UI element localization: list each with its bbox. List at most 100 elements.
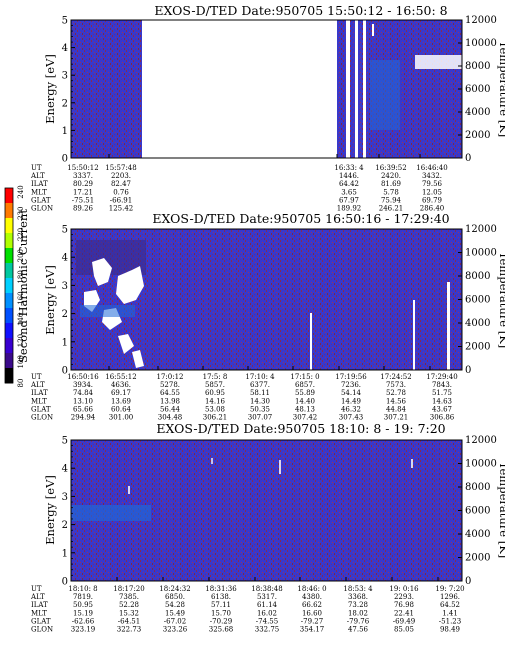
- table-cell: 18:10: 8: [68, 585, 97, 593]
- table-cell: 17.21: [73, 188, 93, 196]
- panel-1: EXOS-D/TED Date:950705 15:50:12 - 16:50:…: [30, 3, 505, 213]
- panel-1-y2label: Temperature [K]: [497, 41, 505, 138]
- table-cell: 16.02: [257, 609, 277, 617]
- table-cell: -74.55: [256, 617, 278, 625]
- table-cell: -64.51: [118, 617, 140, 625]
- table-cell: 81.69: [381, 180, 401, 188]
- table-cell: 15.19: [73, 609, 93, 617]
- table-cell: 325.68: [209, 626, 234, 634]
- table-cell: 69.17: [111, 389, 131, 397]
- table-cell: 322.73: [117, 626, 142, 634]
- y2-tick-label: 8000: [465, 61, 490, 72]
- table-cell: 0.76: [113, 188, 129, 196]
- panel-3-axes: 0 1 2 3 4 5 0 2000 4000 6000 8000 10000 12000: [62, 435, 497, 588]
- table-cell: 7573.: [386, 381, 406, 389]
- table-cell: 53.08: [205, 405, 225, 413]
- enhanced-region: [71, 505, 151, 521]
- table-cell: 51.75: [432, 389, 452, 397]
- table-cell: 14.40: [295, 397, 315, 405]
- table-cell: 7236.: [341, 381, 361, 389]
- table-cell: -70.29: [210, 617, 232, 625]
- table-row-label: GLON: [31, 205, 53, 213]
- y2-tick-label: 2000: [465, 130, 490, 141]
- table-cell: 6138.: [211, 593, 231, 601]
- table-cell: 80.29: [73, 180, 93, 188]
- table-row-label: ALT: [30, 593, 45, 601]
- table-cell: 67.97: [339, 196, 359, 204]
- table-row-label: UT: [31, 164, 42, 172]
- y2-tick-label: 12000: [465, 224, 497, 235]
- colorbar-tick-label: 160: [17, 291, 25, 304]
- table-cell: 17:10: 4: [245, 373, 275, 381]
- colorbar-segment: [5, 308, 13, 324]
- table-cell: 48.13: [295, 405, 315, 413]
- table-cell: 60.64: [111, 405, 132, 413]
- table-cell: 3.65: [341, 188, 357, 196]
- colorbar-segment: [5, 188, 13, 204]
- table-cell: 18:53: 4: [343, 585, 373, 593]
- y2-tick-label: 4000: [465, 107, 490, 118]
- y-tick-label: 5: [62, 436, 68, 447]
- data-gap: [132, 350, 144, 368]
- panel-3-ephemeris-table: UT 18:10: 8 18:17:20 18:24:32 18:31:36 18:38:…: [30, 585, 465, 634]
- table-cell: 65.66: [73, 405, 94, 413]
- y2-tick-label: 12000: [465, 15, 497, 26]
- table-cell: 64.52: [440, 601, 460, 609]
- colorbar-segment: [5, 233, 13, 249]
- table-cell: -66.91: [110, 196, 132, 204]
- panel-2-features: [76, 240, 450, 370]
- y2-tick-label: 0: [465, 576, 471, 587]
- table-cell: -79.76: [347, 617, 370, 625]
- table-cell: 14.49: [341, 397, 361, 405]
- table-cell: 16:39:52: [375, 164, 406, 172]
- data-gap: [355, 20, 358, 158]
- table-cell: 14.16: [205, 397, 226, 405]
- table-cell: -69.49: [393, 617, 415, 625]
- table-cell: 69.79: [422, 196, 442, 204]
- y-tick-label: 3: [62, 281, 68, 292]
- table-row-label: ILAT: [31, 180, 48, 188]
- table-cell: 85.05: [394, 626, 414, 634]
- panel-3-y2label: Temperature [K]: [497, 462, 505, 559]
- panel-3: EXOS-D/TED Date:950705 18:10: 8 - 19: 7:…: [30, 421, 505, 634]
- colorbar-tick-label: 180: [17, 270, 25, 283]
- data-gap: [447, 282, 450, 370]
- table-cell: 18:31:36: [205, 585, 237, 593]
- table-cell: 82.47: [111, 180, 131, 188]
- table-cell: 61.14: [257, 601, 278, 609]
- colorbar-tick-label: 120: [17, 334, 25, 347]
- data-gap: [372, 24, 374, 36]
- table-cell: 5.78: [383, 188, 399, 196]
- y2-tick-label: 2000: [465, 342, 490, 353]
- table-cell: 301.00: [109, 414, 134, 422]
- table-cell: 3934.: [73, 381, 93, 389]
- y-tick-label: 5: [62, 16, 68, 27]
- y-tick-label: 4: [62, 464, 68, 475]
- panel-1-axes: 0 1 2 3 4 5 0 2000 4000 6000 8000 10000 12000: [62, 15, 497, 165]
- table-cell: 18:38:48: [251, 585, 282, 593]
- table-cell: 13.10: [73, 397, 93, 405]
- panel-2-ephemeris-table: UT 16:50:16 16:55:12 17:0:12 17:5: 8 17:10: 4…: [30, 373, 458, 422]
- table-cell: 17:0:12: [157, 373, 184, 381]
- table-cell: 54.28: [165, 601, 185, 609]
- table-cell: 15:57:48: [105, 164, 136, 172]
- y2-tick-label: 2000: [465, 553, 490, 564]
- table-cell: 5857.: [205, 381, 225, 389]
- table-cell: 354.17: [300, 626, 325, 634]
- table-cell: 6850.: [165, 593, 185, 601]
- table-cell: 17:5: 8: [203, 373, 228, 381]
- table-cell: 14.30: [250, 397, 270, 405]
- table-cell: 17:29:40: [426, 373, 457, 381]
- table-cell: 44.84: [386, 405, 407, 413]
- table-cell: 3368.: [348, 593, 368, 601]
- table-cell: 15.49: [165, 609, 185, 617]
- table-cell: 307.21: [384, 414, 409, 422]
- table-cell: -79.27: [301, 617, 323, 625]
- table-row-label: GLAT: [31, 617, 51, 625]
- colorbar-tick-label: 230: [17, 207, 25, 220]
- y2-tick-label: 10000: [465, 248, 497, 259]
- colorbar-segment: [5, 248, 13, 264]
- colorbar-segment: [5, 323, 13, 339]
- colorbar-segment: [5, 353, 13, 369]
